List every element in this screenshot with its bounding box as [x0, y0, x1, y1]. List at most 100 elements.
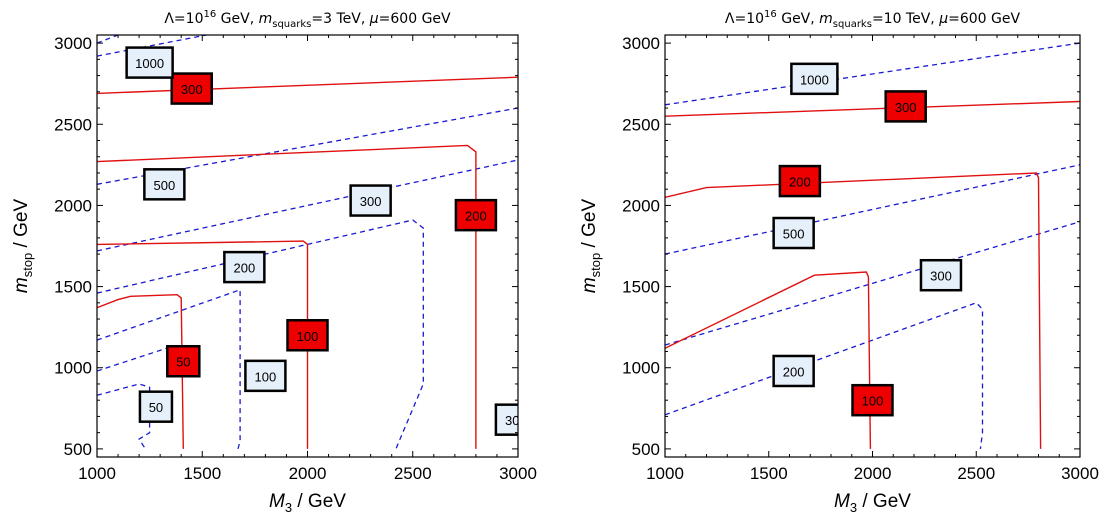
x-tick-label: 1500 — [183, 464, 221, 483]
solid-contour-100 — [97, 240, 309, 449]
y-axis-label: mstop / GeV — [579, 199, 603, 294]
solid-contour-300 — [665, 100, 1080, 117]
contour-label-box — [919, 258, 963, 292]
contour-label-blue-500: 500 — [772, 216, 815, 250]
contour-label-box — [286, 319, 329, 352]
contour-label-blue-200: 200 — [223, 250, 266, 284]
y-tick-label: 2500 — [54, 115, 92, 134]
contour-label-text: 200 — [789, 175, 811, 190]
contour-label-box — [494, 403, 518, 436]
dashed-contour-50b — [97, 347, 167, 372]
contour-label-text: 300 — [360, 194, 382, 209]
contour-label-text: 500 — [154, 178, 176, 193]
dashed-contour-50 — [97, 383, 151, 450]
contour-label-box — [125, 46, 174, 79]
contour-label-red-300: 300 — [170, 72, 213, 105]
contour-label-blue-1000: 1000 — [790, 62, 839, 96]
x-tick-label: 2000 — [854, 464, 892, 483]
dashed-contour-500 — [665, 164, 1080, 255]
contour-label-text: 200 — [233, 261, 255, 276]
contour-label-box — [778, 164, 822, 198]
y-axis-label: mstop / GeV — [11, 199, 35, 294]
y-tick-label: 1000 — [622, 359, 660, 378]
contour-label-box — [454, 198, 498, 232]
contour-label-text: 50 — [176, 355, 190, 370]
y-tick-label: 2000 — [54, 196, 92, 215]
contour-label-text: 300 — [181, 82, 203, 97]
contour-label-box — [138, 390, 174, 423]
contour-label-red-50: 50 — [166, 344, 201, 378]
contour-label-blue-300: 300 — [494, 403, 527, 436]
plot-area: 1000 300 200 500 300 200 100 — [665, 42, 1080, 449]
solid-contour-200 — [97, 144, 477, 449]
contour-label-blue-100: 100 — [244, 359, 287, 393]
x-tick-label: 1000 — [646, 464, 684, 483]
chart-panel-1: 300 200 100 50 1000 500 300 200 100 50 300 1000 1500… — [11, 9, 537, 515]
chart-title: Λ=1016 GeV, msquarks=10 TeV, μ=600 GeV — [725, 9, 1021, 30]
x-tick-label: 2500 — [394, 464, 432, 483]
contour-label-box — [223, 250, 266, 284]
contour-label-text: 300 — [895, 100, 917, 115]
contour-label-red-100: 100 — [286, 319, 329, 352]
contour-label-text: 50 — [149, 400, 163, 415]
contour-label-text: 100 — [255, 369, 277, 384]
x-tick-label: 2500 — [957, 464, 995, 483]
contour-label-text: 300 — [930, 269, 952, 284]
y-tick-label: 500 — [632, 440, 660, 459]
contour-label-box — [143, 168, 186, 201]
contour-label-blue-200: 200 — [772, 354, 815, 388]
solid-contour-50 — [97, 293, 184, 449]
contour-label-blue-500: 500 — [143, 168, 186, 201]
y-tick-label: 500 — [64, 440, 92, 459]
x-tick-label: 1500 — [750, 464, 788, 483]
x-tick-label: 3000 — [499, 464, 537, 483]
contour-label-text: 500 — [783, 227, 805, 242]
y-tick-label: 1500 — [54, 278, 92, 297]
x-axis-label: M3 / GeV — [834, 491, 911, 515]
contour-label-blue-1000: 1000 — [125, 46, 174, 79]
solid-contour-300 — [97, 76, 518, 95]
contour-label-blue-50: 50 — [138, 390, 174, 423]
y-tick-label: 1500 — [622, 278, 660, 297]
contour-label-box — [166, 344, 201, 378]
plot-area: 300 200 100 50 1000 500 300 200 100 50 300 — [97, 35, 527, 450]
x-tick-label: 1000 — [78, 464, 116, 483]
contour-label-box — [349, 184, 392, 217]
contour-label-box — [772, 354, 815, 388]
contour-label-blue-300: 300 — [349, 184, 392, 217]
solid-contour-200 — [665, 172, 1042, 449]
y-tick-label: 3000 — [622, 34, 660, 53]
contour-label-box — [170, 72, 213, 105]
chart-title: Λ=1016 GeV, msquarks=3 TeV, μ=600 GeV — [164, 9, 451, 30]
contour-label-text: 1000 — [135, 56, 164, 71]
contour-label-box — [884, 90, 927, 123]
y-tick-label: 3000 — [54, 34, 92, 53]
dashed-contour-top — [97, 35, 119, 44]
contour-label-box — [244, 359, 287, 393]
contour-label-box — [772, 216, 815, 250]
y-tick-label: 2500 — [622, 115, 660, 134]
y-tick-label: 1000 — [54, 359, 92, 378]
contour-label-text: 100 — [862, 394, 884, 409]
contour-label-text: 100 — [297, 329, 319, 344]
solid-contour-100 — [665, 271, 872, 449]
x-tick-label: 3000 — [1061, 464, 1099, 483]
dashed-contour-300 — [665, 221, 1080, 346]
dashed-contour-1000 — [665, 42, 1080, 106]
contour-label-text: 300 — [505, 413, 527, 428]
contour-label-red-200: 200 — [454, 198, 498, 232]
contour-label-text: 1000 — [800, 72, 829, 87]
dashed-contour-1000 — [97, 35, 207, 57]
contour-label-text: 200 — [783, 364, 805, 379]
y-tick-label: 2000 — [622, 196, 660, 215]
contour-label-blue-300: 300 — [919, 258, 963, 292]
contour-label-box — [851, 383, 894, 417]
contour-label-red-300: 300 — [884, 90, 927, 123]
x-axis-label: M3 / GeV — [269, 491, 346, 515]
dashed-contour-100 — [97, 288, 241, 450]
contour-label-red-100: 100 — [851, 383, 894, 417]
contour-label-box — [790, 62, 839, 96]
chart-panel-2: 1000 300 200 500 300 200 100 1000 1500 2000 2500 30… — [579, 9, 1099, 515]
contour-label-red-200: 200 — [778, 164, 822, 198]
